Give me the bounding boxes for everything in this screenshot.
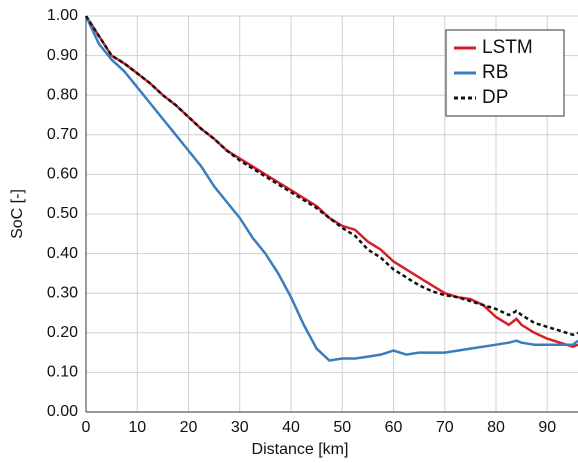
y-tick-label: 0.60 [47,166,78,183]
y-tick-label: 0.20 [47,324,78,341]
legend: LSTM RB DP [445,29,565,117]
legend-label: LSTM [482,37,533,58]
y-tick-label: 0.70 [47,126,78,143]
x-tick-label: 90 [538,419,556,436]
y-tick-label: 1.00 [47,7,78,24]
y-axis-label: SoC [-] [9,189,26,239]
x-tick-label: 30 [231,419,249,436]
x-tick-label: 20 [180,419,198,436]
legend-label: DP [482,87,508,108]
y-tick-label: 0.50 [47,205,78,222]
y-tick-label: 0.00 [47,403,78,420]
x-tick-label: 60 [385,419,403,436]
y-tick-label: 0.30 [47,284,78,301]
x-tick-label: 10 [128,419,146,436]
legend-label: RB [482,62,508,83]
x-tick-label: 0 [82,419,91,436]
x-axis-label: Distance [km] [252,441,349,458]
y-tick-label: 0.90 [47,47,78,64]
x-tick-label: 50 [333,419,351,436]
y-tick-label: 0.10 [47,364,78,381]
series-line [84,15,578,337]
x-tick-label: 40 [282,419,300,436]
series-line [84,15,578,362]
y-tick-label: 0.40 [47,245,78,262]
x-tick-label: 70 [436,419,454,436]
y-tick-label: 0.80 [47,86,78,103]
x-tick-label: 80 [487,419,505,436]
